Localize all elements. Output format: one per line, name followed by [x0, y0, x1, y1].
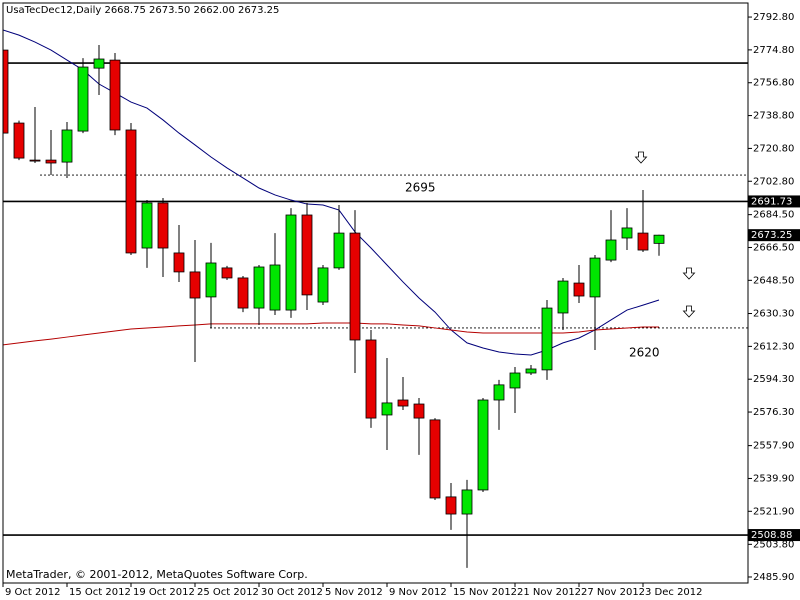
x-tick-label: 15 Nov 2012 — [453, 587, 517, 598]
candle-body — [381, 402, 393, 416]
candle-body — [45, 159, 57, 164]
x-tick-label: 5 Nov 2012 — [325, 587, 383, 598]
annotation: 2620 — [629, 346, 660, 360]
candle-body — [333, 232, 345, 269]
x-tick-label: 27 Nov 2012 — [581, 587, 645, 598]
candle-body — [621, 227, 633, 239]
candle-body — [445, 496, 457, 515]
y-tick-label: 2539.90 — [753, 473, 794, 484]
candle-body — [93, 58, 105, 69]
candle-body — [141, 202, 153, 249]
plot-area — [3, 29, 748, 568]
candle-body — [221, 267, 233, 279]
x-tick-label: 15 Oct 2012 — [69, 587, 131, 598]
watermark: MetaTrader, © 2001-2012, MetaQuotes Soft… — [6, 568, 308, 581]
candle-body — [301, 214, 313, 296]
candle-body — [157, 202, 169, 249]
y-tick-label: 2630.30 — [753, 309, 794, 320]
candle-body — [205, 262, 217, 298]
y-tick-label: 2666.50 — [753, 242, 794, 253]
y-tick-label: 2792.80 — [753, 12, 794, 23]
candle-body — [125, 129, 137, 254]
candle-body — [77, 66, 89, 132]
y-tick-label: 2576.30 — [753, 407, 794, 418]
candle-body — [397, 399, 409, 407]
candle-body — [61, 129, 73, 163]
arrow — [634, 151, 696, 318]
price-tag-label: 2508.88 — [751, 530, 792, 541]
candle-body — [605, 239, 617, 261]
candle-body — [349, 232, 361, 341]
candle-body — [477, 399, 489, 491]
y-tick-label: 2702.80 — [753, 176, 794, 187]
x-tick-label: 19 Oct 2012 — [133, 587, 195, 598]
candle-body — [637, 232, 649, 251]
candle-body — [573, 282, 585, 297]
candle-body — [461, 489, 473, 515]
candle-body — [3, 49, 9, 134]
candle-body — [189, 271, 201, 299]
y-tick-label: 2774.80 — [753, 45, 794, 56]
chart-title: UsaTecDec12,Daily 2668.75 2673.50 2662.0… — [6, 5, 279, 16]
candle-body — [29, 159, 41, 162]
candle-body — [269, 264, 281, 311]
plot-frame — [2, 2, 749, 584]
candle-body — [253, 266, 265, 309]
x-tick-label: 25 Oct 2012 — [197, 587, 259, 598]
y-tick-label: 2684.50 — [753, 210, 794, 221]
x-tick-label: 21 Nov 2012 — [517, 587, 581, 598]
x-tick-label: 30 Oct 2012 — [261, 587, 323, 598]
candle-body — [525, 368, 537, 374]
y-tick-label: 2485.90 — [753, 572, 794, 583]
candle-body — [493, 384, 505, 401]
y-tick-label: 2612.30 — [753, 341, 794, 352]
candle-body — [509, 372, 521, 389]
candle-body — [589, 257, 601, 298]
x-tick-label: 3 Dec 2012 — [645, 587, 703, 598]
price-tag — [748, 529, 800, 542]
y-tick-label: 2521.90 — [753, 506, 794, 517]
x-tick-label: 9 Nov 2012 — [389, 587, 447, 598]
y-tick-label: 2557.90 — [753, 441, 794, 452]
candle-body — [557, 280, 569, 314]
price-tag — [748, 195, 800, 208]
candle-body — [317, 267, 329, 303]
candle-body — [365, 339, 377, 419]
candle-body — [237, 277, 249, 309]
candle-body — [285, 214, 297, 311]
y-tick-label: 2720.80 — [753, 143, 794, 154]
y-tick-label: 2756.80 — [753, 78, 794, 89]
current-price-label: 2673.25 — [751, 230, 792, 241]
y-tick-label: 2648.50 — [753, 275, 794, 286]
candle-body — [173, 252, 185, 273]
candle-body — [429, 419, 441, 499]
current-price-tag — [748, 229, 800, 242]
price-tag-label: 2691.73 — [751, 196, 792, 207]
annotation: 2695 — [405, 181, 436, 195]
x-tick-label: 9 Oct 2012 — [5, 587, 60, 598]
candle-body — [653, 234, 665, 244]
candle-body — [413, 403, 425, 419]
candle-body — [109, 59, 121, 131]
y-tick-label: 2503.80 — [753, 539, 794, 550]
candle-body — [13, 122, 25, 159]
y-tick-label: 2594.30 — [753, 374, 794, 385]
y-tick-label: 2738.80 — [753, 111, 794, 122]
candle-body — [541, 307, 553, 371]
